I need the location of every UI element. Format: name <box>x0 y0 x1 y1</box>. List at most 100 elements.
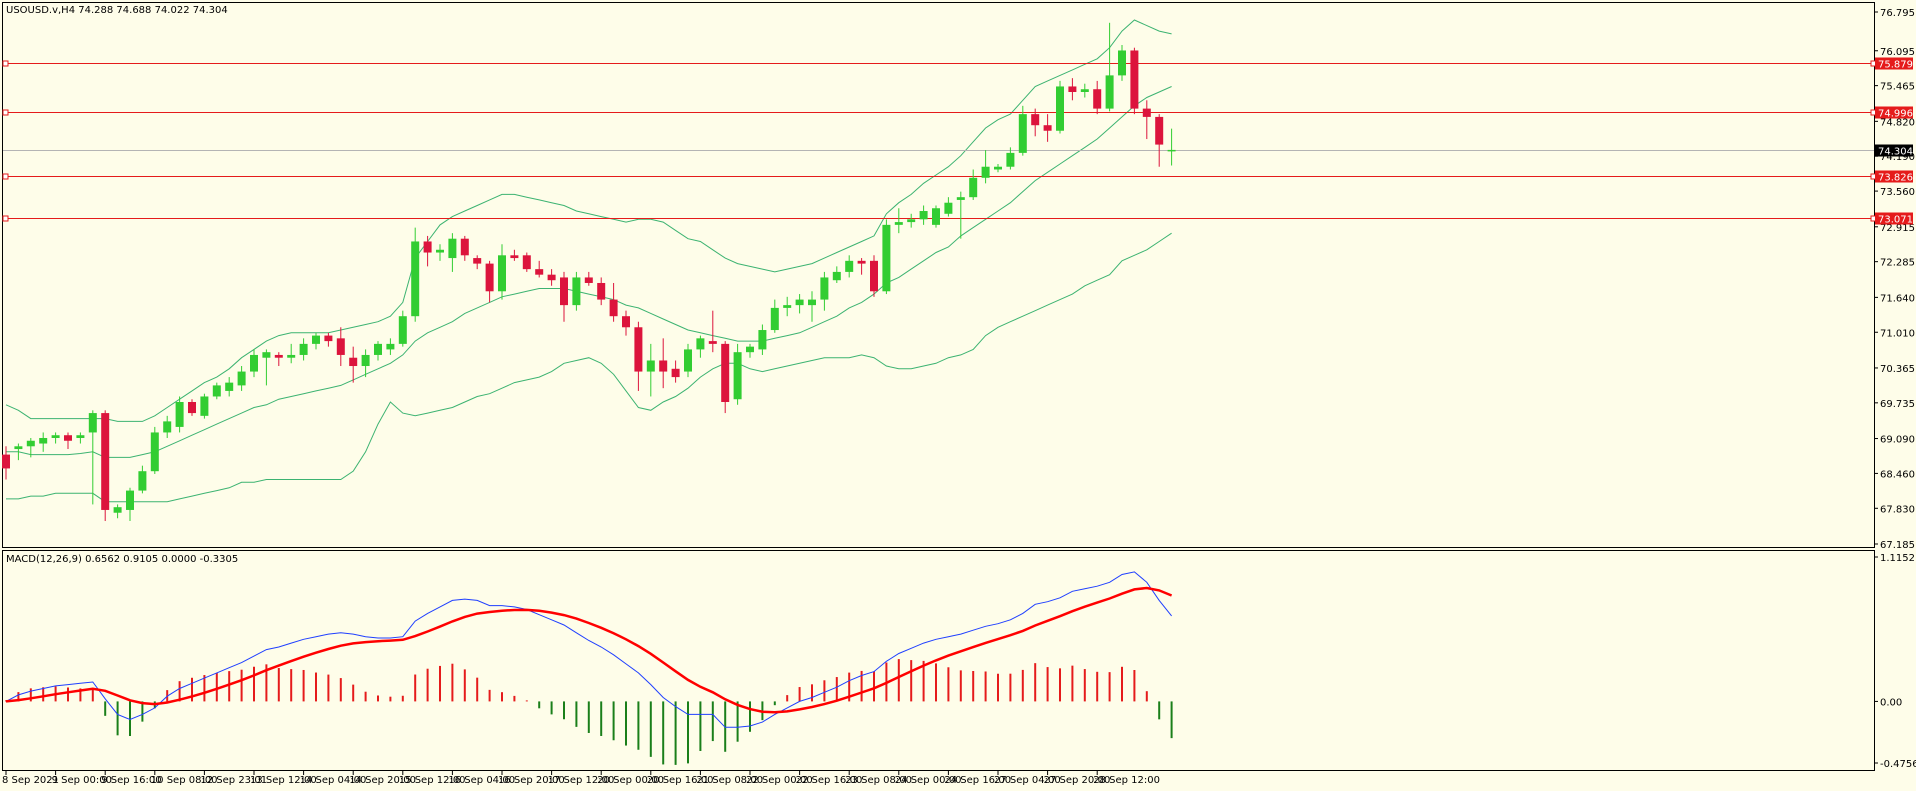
level-anchor-left[interactable] <box>2 173 9 180</box>
price-tick-label: 72.285 <box>1880 258 1915 269</box>
candle-body <box>1056 86 1064 131</box>
bb-upper-line <box>5 19 1172 422</box>
price-tick-label: 74.820 <box>1880 117 1915 128</box>
candle-body <box>1093 89 1102 109</box>
candle-body <box>659 360 668 372</box>
candle-body <box>832 271 841 281</box>
price-tick-label: 74.190 <box>1880 152 1915 163</box>
candle-body <box>473 258 482 264</box>
candle-body <box>150 432 159 472</box>
price-tick-label: 76.795 <box>1880 8 1915 19</box>
bollinger-bands <box>5 19 1172 503</box>
candle-body <box>64 435 72 441</box>
candle-body <box>733 352 742 400</box>
level-price-tag-text: 73.071 <box>1878 215 1913 226</box>
candle-body <box>88 413 97 433</box>
macd-line <box>5 571 1172 728</box>
horizontal-levels[interactable] <box>2 60 1877 222</box>
candle-body <box>994 166 1002 170</box>
candle-body <box>349 357 358 367</box>
candle-body <box>535 269 544 275</box>
time-tick-label: 12 Sep 23:01 <box>200 775 267 786</box>
bb-middle-line <box>6 86 1172 458</box>
price-tick-label: 71.640 <box>1880 293 1915 304</box>
level-anchor-left[interactable] <box>2 215 9 222</box>
candle-body <box>956 197 965 200</box>
candle-body <box>882 224 891 292</box>
candle-body <box>250 354 258 372</box>
level-price-tag <box>1875 170 1913 183</box>
candle-body <box>770 307 779 331</box>
price-tick-label: 68.460 <box>1880 469 1915 480</box>
candle-body <box>175 402 184 427</box>
time-tick-label: 17 Sep 12:00 <box>548 775 615 786</box>
candle-body <box>510 255 519 259</box>
candle-body <box>746 346 754 353</box>
candle-body <box>857 260 866 264</box>
price-tags: 75.879 74.996 73.826 73.071 74.304 <box>1875 57 1913 226</box>
candle-body <box>1142 108 1151 117</box>
candle-body <box>101 413 110 510</box>
candle-body <box>572 277 581 306</box>
time-tick-label: 15 Sep 12:00 <box>399 775 466 786</box>
candle-body <box>609 299 618 317</box>
time-tick-label: 14 Sep 04:00 <box>300 775 367 786</box>
candle-body <box>845 260 854 272</box>
candle-body <box>1155 116 1164 145</box>
candle-body <box>1080 89 1089 92</box>
price-tick-label: 67.830 <box>1880 504 1915 515</box>
macd-tick-label: -0.4756 <box>1880 759 1916 770</box>
signal-line <box>5 586 1173 714</box>
time-tick-label: 22 Sep 16:00 <box>796 775 863 786</box>
candle-body <box>188 402 196 414</box>
level-price-tag <box>1875 106 1913 119</box>
candle-body <box>1130 50 1139 109</box>
time-tick-label: 24 Sep 16:00 <box>944 775 1011 786</box>
level-price-tag-text: 75.879 <box>1878 60 1913 71</box>
candle-body <box>547 274 556 281</box>
candle-body <box>262 352 271 358</box>
price-tick-label: 70.365 <box>1880 364 1915 375</box>
candle-body <box>113 507 122 513</box>
candle-body <box>361 354 370 367</box>
candle-body <box>287 354 296 358</box>
price-tick-label: 72.915 <box>1880 223 1915 234</box>
candle-body <box>212 385 221 397</box>
price-tick-label: 69.090 <box>1880 435 1915 446</box>
time-tick-label: 20 Sep 00:00 <box>597 775 664 786</box>
time-tick-label: 10 Sep 08:00 <box>151 775 218 786</box>
time-tick-label: 13 Sep 12:00 <box>250 775 317 786</box>
time-tick-label: 16 Sep 20:00 <box>498 775 565 786</box>
candle-body <box>374 343 382 355</box>
candle-body <box>1031 114 1040 126</box>
price-tick-label: 71.010 <box>1880 328 1915 339</box>
candle-body <box>1068 86 1077 92</box>
candle-body <box>783 305 792 308</box>
macd-lines <box>5 571 1173 728</box>
candle-body <box>312 335 320 344</box>
bb-lower-line <box>6 232 1172 503</box>
candle-body <box>696 338 705 350</box>
time-tick-label: 28 Sep 12:00 <box>1093 775 1160 786</box>
candle-body <box>560 277 568 306</box>
level-anchor-left[interactable] <box>2 60 9 67</box>
candle-body <box>398 316 407 344</box>
candle-body <box>225 382 234 391</box>
price-tick-label: 76.095 <box>1880 47 1915 58</box>
macd-panel-frame <box>2 550 1875 771</box>
candle-body <box>721 343 730 403</box>
candle-body <box>684 349 692 372</box>
level-anchor-left[interactable] <box>2 109 9 116</box>
candle-body <box>907 219 916 223</box>
candle-body <box>51 435 60 438</box>
time-tick-label: 23 Sep 08:00 <box>845 775 912 786</box>
candle-body <box>498 255 506 292</box>
candle-body <box>1018 114 1027 153</box>
time-tick-label: 27 Sep 04:00 <box>994 775 1061 786</box>
candle-body <box>671 368 680 378</box>
time-tick-label: 8 Sep 2021 <box>2 775 59 786</box>
price-tick-label: 75.465 <box>1880 82 1915 93</box>
time-tick-label: 20 Sep 16:00 <box>647 775 714 786</box>
